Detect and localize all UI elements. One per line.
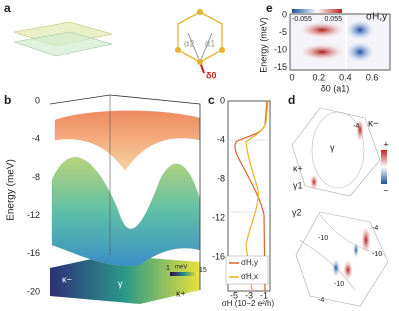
title: σH,y [366, 12, 387, 23]
panel-a: a α2 α1 δ0 [4, 1, 225, 80]
kappa-minus: κ− [62, 274, 72, 284]
panel-b: b Energy (meV) 0-4-8-12-16-20 κ− γ κ+ 1 … [4, 93, 207, 304]
x-label: δ0 (a1) [321, 83, 350, 93]
delta0: δ0 [206, 70, 216, 80]
y-label: Energy (meV) [6, 159, 17, 221]
y-tick-label: -16 [212, 251, 225, 261]
blob [332, 259, 340, 277]
x-tick-label: -5 [230, 290, 238, 300]
colorbar [292, 9, 342, 13]
gamma2: γ2 [292, 207, 302, 217]
kappa-plus: κ+ [293, 163, 303, 173]
colorbar-plus: + [383, 139, 388, 149]
blob [361, 226, 371, 254]
heatmap [290, 14, 390, 70]
y-tick-label: 0 [220, 95, 225, 105]
y-tick-label: -20 [27, 286, 40, 296]
y-tick-label: -16 [27, 248, 40, 258]
alpha2: α2 [184, 38, 194, 48]
upper-band [54, 110, 201, 171]
colorbar-minus: − [383, 185, 388, 195]
y-tick-label: -12 [27, 210, 40, 220]
kappa-plus: κ+ [176, 288, 186, 298]
colorbar-min: -0.055 [292, 16, 312, 23]
alpha1: α1 [205, 38, 215, 48]
box [49, 94, 201, 290]
lower-band [51, 157, 201, 267]
layer-bottom [13, 31, 113, 57]
x-tick-label: 0 [289, 72, 294, 82]
site [197, 59, 203, 65]
x-tick-label: -1 [260, 290, 268, 300]
blob [346, 42, 374, 62]
y-tick-label: -4 [32, 134, 40, 144]
colorbar-unit: meV [175, 265, 187, 271]
base [50, 255, 200, 304]
panel-label: e [266, 1, 273, 15]
colorbar-max: 0.055 [324, 16, 342, 23]
panel-label: d [288, 93, 295, 107]
frame [227, 100, 271, 292]
legend-entry: σH,y [241, 258, 258, 267]
x-tick-label: 0.6 [366, 72, 379, 82]
blob [343, 260, 353, 280]
curve-x [245, 100, 269, 292]
hexagon [177, 11, 223, 63]
y-tick-label: -4 [217, 134, 225, 144]
hexagon [291, 107, 381, 197]
panel-d: d -4 κ− γ κ+ γ1 + − γ2 -4 -10 -10 -10 -4 [288, 93, 389, 307]
blob [346, 20, 374, 40]
x-label: σH (10−2 e²/h) [222, 299, 275, 308]
vector [199, 32, 213, 63]
gamma1: γ1 [293, 180, 303, 190]
contour [311, 111, 365, 189]
blob [300, 22, 344, 38]
x-tick-label: 0.4 [339, 72, 352, 82]
frame [289, 13, 391, 71]
blob [300, 44, 344, 60]
contour-label: -4 [372, 225, 378, 232]
panel-e: e -0.055 0.055 σH,y Energy (meV) 0 -5 -10 -… [258, 1, 391, 93]
blob [353, 242, 359, 258]
y-tick-label: -10 [274, 44, 287, 54]
x-tick-label: 0.2 [312, 72, 325, 82]
panel-c: c 0 -4 -8 -12 -16 -5 -3 -1 σH,y σH,x σH (10−2 e… [208, 93, 274, 308]
site [219, 47, 225, 53]
colorbar-max: 15 [199, 267, 207, 274]
contour-label: -10 [372, 251, 382, 258]
y-tick-label: -12 [212, 212, 225, 222]
contour-label: -4 [318, 297, 324, 304]
y-tick-label: 0 [35, 95, 40, 105]
kappa-minus: κ− [368, 119, 379, 130]
blob [356, 118, 364, 142]
y-tick-label: -15 [274, 62, 287, 72]
vector [187, 32, 201, 63]
legend [225, 255, 269, 285]
colorbar [381, 150, 387, 184]
contour-label: -10 [318, 235, 328, 242]
curve-y [234, 100, 268, 292]
site [175, 47, 181, 53]
site [197, 9, 203, 15]
panel-label: c [208, 93, 215, 107]
blob [310, 174, 318, 190]
legend-entry: σH,x [241, 272, 258, 281]
y-tick-label: -8 [217, 173, 225, 183]
x-tick-label: -3 [245, 290, 253, 300]
y-tick-label: -8 [32, 172, 40, 182]
panel-label: b [4, 93, 11, 107]
colorbar-min: 1 [166, 265, 170, 272]
y-tick-label: 0 [282, 9, 287, 19]
gamma: γ [330, 142, 335, 152]
panel-label: a [4, 1, 11, 15]
colorbar [170, 272, 198, 276]
contour-label: -4 [353, 123, 359, 130]
contour-label: -10 [334, 281, 344, 288]
y-tick-label: -5 [279, 27, 287, 37]
gamma: γ [118, 278, 123, 288]
y-label: Energy (meV) [258, 17, 268, 73]
